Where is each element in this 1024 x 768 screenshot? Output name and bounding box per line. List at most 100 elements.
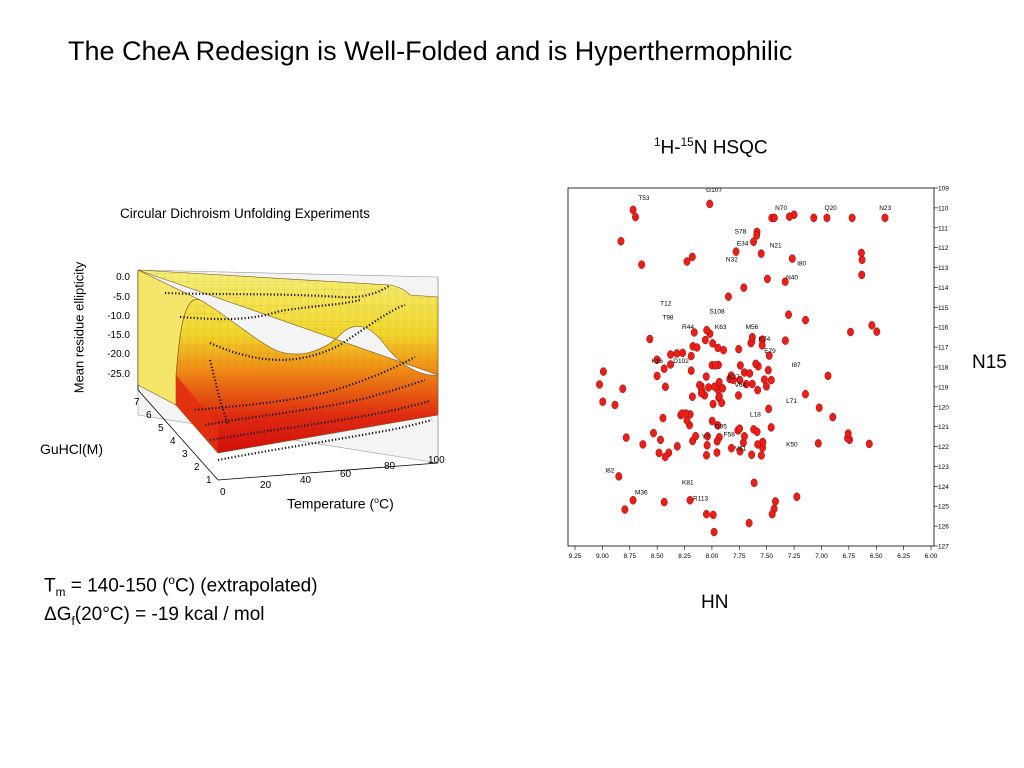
- hsqc-peak: [753, 231, 761, 240]
- hsqc-peak: [868, 321, 876, 330]
- hsqc-peak: [679, 348, 687, 358]
- hsqc-peak: [788, 254, 796, 263]
- hsqc-y-tick: 122: [938, 444, 949, 451]
- hsqc-y-tick: 124: [938, 484, 949, 491]
- hsqc-x-tick: 7.50: [760, 553, 773, 560]
- hsqc-peak: [748, 450, 756, 460]
- hsqc-y-tick: 117: [938, 345, 949, 352]
- hsqc-peak-label: N23: [879, 205, 891, 212]
- hsqc-y-tick: 126: [938, 524, 949, 531]
- hsqc-peak: [661, 452, 669, 462]
- hsqc-peak: [727, 371, 735, 380]
- slide-title: The CheA Redesign is Well-Folded and is …: [68, 36, 793, 66]
- hsqc-peak: [660, 364, 668, 373]
- hsqc-peak: [824, 371, 832, 381]
- hsqc-peak: [632, 212, 639, 222]
- hsqc-peak: [767, 423, 775, 432]
- hsqc-y-tick: 109: [938, 186, 949, 193]
- hsqc-x-tick: 7.75: [733, 553, 746, 560]
- hsqc-y-tick: 121: [938, 424, 949, 431]
- hsqc-peak-label: F58: [724, 432, 736, 439]
- hsqc-spectrum: 109 110 111 112 113 114 115 116 117 118 119 120 121 1…: [567, 186, 949, 560]
- hsqc-peak: [683, 257, 691, 266]
- cd-guhcl-tick: 1: [206, 475, 212, 486]
- hsqc-peak: [661, 382, 669, 392]
- hsqc-peak: [732, 247, 740, 256]
- hsqc-peak: [881, 213, 889, 223]
- hsqc-peak: [746, 369, 754, 378]
- hsqc-peak: [713, 437, 721, 446]
- hsqc-peak-label: T53: [638, 195, 650, 202]
- hsqc-peak: [657, 435, 664, 445]
- hsqc-peak-label: V61: [735, 446, 747, 453]
- cd-guhcl-tick: 2: [194, 462, 200, 473]
- hsqc-peak: [617, 237, 625, 246]
- hsqc-peak: [655, 448, 663, 458]
- hsqc-peak-label: D102: [673, 358, 689, 365]
- hsqc-peak: [748, 379, 756, 389]
- hsqc-x-tick: 6.75: [843, 553, 856, 560]
- hsqc-y-tick: 118: [938, 365, 949, 372]
- hsqc-peak: [848, 213, 856, 223]
- hsqc-peak-label: Q20: [824, 205, 837, 212]
- hsqc-x-tick: 8.25: [678, 553, 691, 560]
- hsqc-peak: [687, 366, 695, 375]
- hsqc-peak: [611, 400, 619, 410]
- hsqc-peak-label: K63: [715, 324, 727, 331]
- hsqc-peak: [865, 439, 873, 449]
- hsqc-x-tick: 6.25: [897, 553, 910, 560]
- cd-z-tick: 0.0: [116, 272, 130, 283]
- hsqc-peak: [810, 213, 818, 223]
- hsqc-peak-label: E79: [764, 348, 776, 355]
- hsqc-x-tick: 8.75: [623, 553, 636, 560]
- hsqc-x-tick: 7.25: [788, 553, 801, 560]
- cd-z-tick: -20.0: [107, 349, 130, 360]
- hsqc-peak-label: N32: [726, 257, 738, 264]
- hsqc-peak: [772, 497, 779, 506]
- hsqc-peak: [741, 432, 748, 441]
- hsqc-peak: [735, 344, 743, 354]
- hsqc-peak: [688, 252, 696, 262]
- hsqc-peak: [687, 351, 695, 361]
- cd-temp-tick: 40: [300, 475, 312, 486]
- hsqc-peak-label: K81: [682, 479, 694, 486]
- cd-guhcl-axis-label: GuHCl(M): [40, 441, 103, 457]
- cd-z-tick: -5.0: [113, 292, 131, 303]
- n15-axis-label: N15: [972, 352, 1007, 373]
- hsqc-peak: [708, 416, 716, 426]
- hsqc-peak: [619, 384, 627, 394]
- hsqc-y-tick: 119: [938, 384, 949, 391]
- hsqc-peak: [785, 310, 792, 319]
- cd-temp-tick: 100: [428, 455, 445, 466]
- hsqc-peak-label: S108: [709, 308, 725, 315]
- hsqc-peak: [770, 213, 778, 223]
- hsqc-peak: [622, 433, 630, 442]
- hsqc-peak: [693, 343, 701, 352]
- hsqc-x-tick: 8.50: [651, 553, 664, 560]
- hsqc-peak: [715, 377, 723, 387]
- hsqc-peak-label: N40: [786, 274, 798, 281]
- cd-surface-plot: 0.0 -5.0 -10.0 -15.0 -20.0 -25.0 7 6 5 4…: [107, 269, 445, 498]
- cd-temp-tick: 80: [384, 461, 396, 472]
- hsqc-peak: [758, 341, 766, 350]
- hsqc-y-tick: 113: [938, 265, 949, 272]
- hsqc-peak: [858, 270, 866, 280]
- hsqc-peak: [683, 416, 691, 425]
- hsqc-peak-label: D95: [715, 424, 727, 431]
- hsqc-x-tick: 6.50: [870, 553, 883, 560]
- hsqc-x-tick: 7.00: [815, 553, 828, 560]
- hsqc-peak-label: R44: [682, 324, 694, 331]
- cd-temp-tick: 60: [340, 469, 352, 480]
- hsqc-peak: [764, 365, 772, 375]
- cd-guhcl-tick: 3: [182, 449, 188, 460]
- hsqc-peak: [703, 325, 711, 335]
- hsqc-peak-label: I80: [797, 261, 806, 268]
- hsqc-peak: [629, 205, 637, 215]
- hsqc-peak: [719, 384, 727, 393]
- cd-temperature-axis-label: Temperature (oC): [287, 495, 394, 512]
- hsqc-peak-label: K27: [728, 374, 740, 381]
- hsqc-peak-label: L71: [786, 398, 797, 405]
- hsqc-peak-label: M56: [746, 324, 759, 331]
- hsqc-y-tick: 111: [938, 225, 948, 232]
- hsqc-peak: [781, 277, 789, 286]
